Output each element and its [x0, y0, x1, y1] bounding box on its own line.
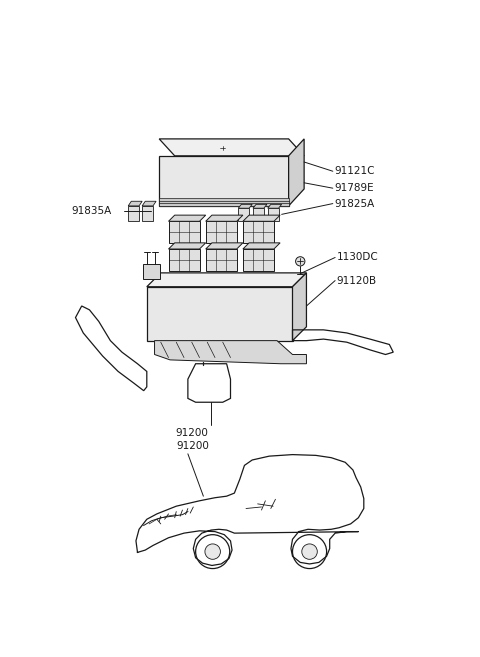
Polygon shape — [168, 243, 206, 249]
Polygon shape — [168, 215, 206, 221]
Polygon shape — [206, 243, 243, 249]
Polygon shape — [168, 221, 200, 243]
Text: 91120B: 91120B — [336, 275, 377, 286]
Polygon shape — [142, 201, 156, 206]
Text: 1130DC: 1130DC — [336, 252, 378, 263]
Text: 91121C: 91121C — [335, 166, 375, 176]
Polygon shape — [168, 249, 200, 271]
Polygon shape — [238, 204, 252, 208]
Text: 91825A: 91825A — [335, 198, 374, 208]
Circle shape — [302, 544, 317, 559]
Polygon shape — [147, 273, 306, 286]
Polygon shape — [268, 208, 278, 221]
Text: 91200: 91200 — [176, 441, 209, 451]
Circle shape — [196, 535, 230, 568]
Polygon shape — [243, 243, 280, 249]
Polygon shape — [238, 208, 249, 221]
Polygon shape — [292, 273, 306, 340]
Polygon shape — [206, 249, 237, 271]
Polygon shape — [253, 204, 267, 208]
Polygon shape — [147, 286, 292, 340]
Polygon shape — [159, 156, 288, 206]
Polygon shape — [142, 206, 153, 221]
Text: 91835A: 91835A — [72, 206, 112, 216]
Polygon shape — [128, 206, 139, 221]
Text: 91789E: 91789E — [335, 183, 374, 193]
Polygon shape — [243, 221, 274, 243]
Circle shape — [292, 535, 326, 568]
Polygon shape — [155, 340, 306, 364]
Circle shape — [205, 544, 220, 559]
Polygon shape — [159, 139, 304, 156]
Polygon shape — [243, 215, 280, 221]
Polygon shape — [268, 204, 282, 208]
Polygon shape — [143, 263, 160, 279]
Polygon shape — [128, 201, 142, 206]
Polygon shape — [206, 221, 237, 243]
Polygon shape — [288, 139, 304, 206]
Polygon shape — [253, 208, 264, 221]
Polygon shape — [206, 215, 243, 221]
Circle shape — [296, 257, 305, 266]
Polygon shape — [159, 198, 288, 206]
Text: 91200: 91200 — [175, 428, 208, 438]
Polygon shape — [243, 249, 274, 271]
